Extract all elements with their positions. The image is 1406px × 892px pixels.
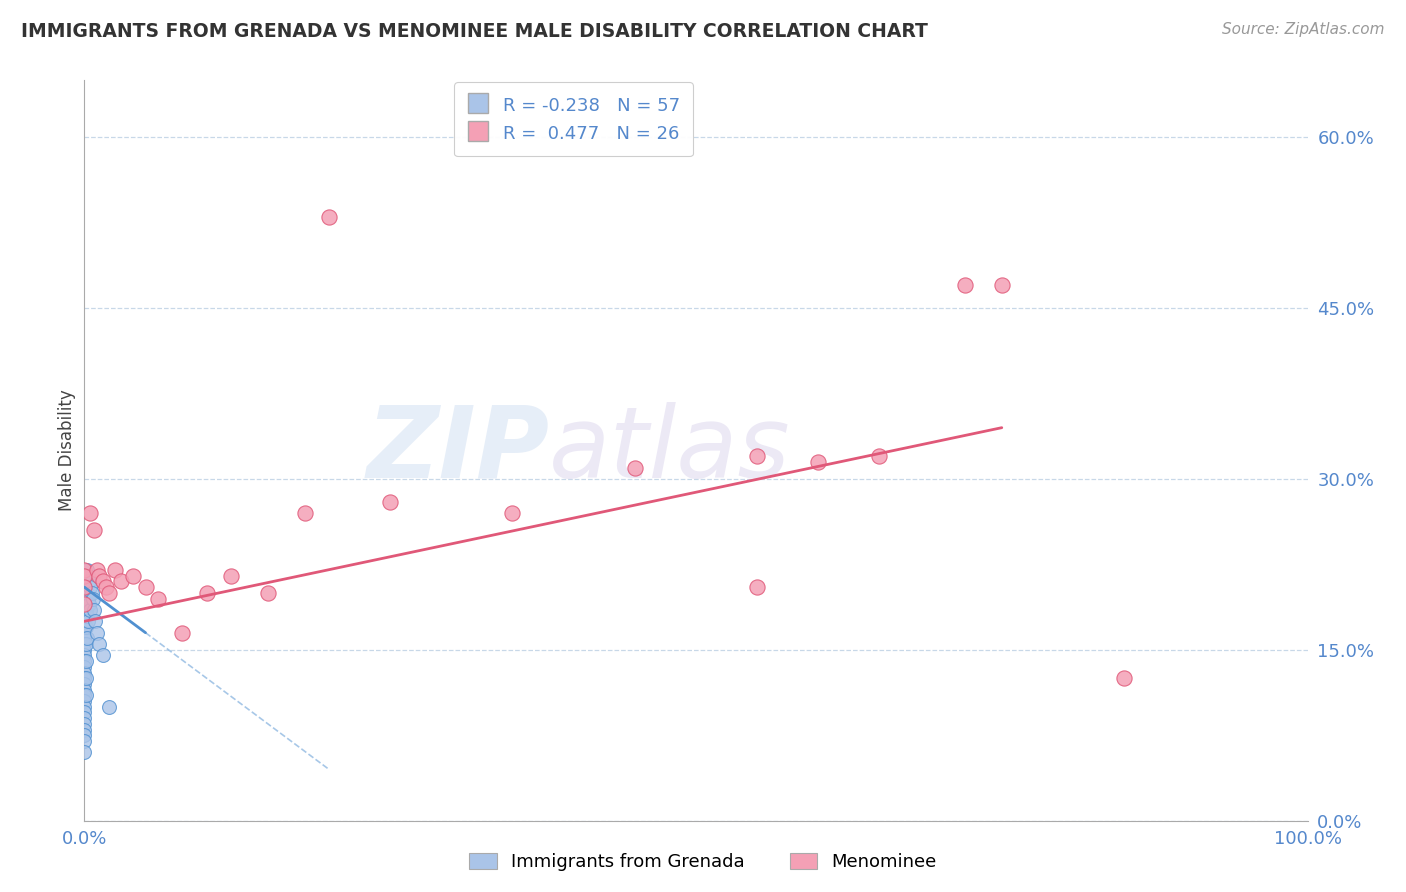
- Legend: Immigrants from Grenada, Menominee: Immigrants from Grenada, Menominee: [463, 846, 943, 879]
- Point: [91, 574, 114, 589]
- Point: [73, 591, 96, 606]
- Point: [75, 637, 97, 651]
- Point: [747, 580, 769, 594]
- Point: [73, 699, 96, 714]
- Point: [146, 591, 169, 606]
- Point: [73, 711, 96, 725]
- Point: [73, 574, 96, 589]
- Point: [219, 568, 242, 582]
- Point: [172, 625, 194, 640]
- Point: [73, 716, 96, 731]
- Point: [91, 648, 114, 663]
- Point: [77, 574, 100, 589]
- Point: [257, 586, 280, 600]
- Point: [73, 694, 96, 708]
- Text: Source: ZipAtlas.com: Source: ZipAtlas.com: [1222, 22, 1385, 37]
- Point: [73, 563, 96, 577]
- Point: [97, 586, 120, 600]
- Point: [73, 689, 96, 703]
- Point: [75, 689, 97, 703]
- Point: [75, 603, 97, 617]
- Point: [75, 654, 97, 668]
- Point: [76, 632, 98, 646]
- Point: [77, 568, 100, 582]
- Point: [122, 568, 145, 582]
- Point: [73, 597, 96, 611]
- Point: [73, 677, 96, 691]
- Point: [294, 506, 316, 520]
- Point: [73, 706, 96, 720]
- Point: [82, 591, 104, 606]
- Point: [87, 637, 110, 651]
- Point: [73, 660, 96, 674]
- Point: [73, 648, 96, 663]
- Point: [76, 563, 98, 577]
- Point: [104, 563, 127, 577]
- Point: [73, 642, 96, 657]
- Point: [953, 278, 976, 293]
- Point: [73, 682, 96, 697]
- Text: atlas: atlas: [550, 402, 790, 499]
- Point: [991, 278, 1014, 293]
- Text: ZIP: ZIP: [366, 402, 550, 499]
- Point: [79, 603, 101, 617]
- Y-axis label: Male Disability: Male Disability: [58, 390, 76, 511]
- Point: [76, 586, 98, 600]
- Point: [73, 620, 96, 634]
- Point: [73, 586, 96, 600]
- Point: [73, 580, 96, 594]
- Point: [73, 580, 96, 594]
- Point: [73, 608, 96, 623]
- Point: [73, 632, 96, 646]
- Point: [76, 608, 98, 623]
- Point: [135, 580, 157, 594]
- Text: IMMIGRANTS FROM GRENADA VS MENOMINEE MALE DISABILITY CORRELATION CHART: IMMIGRANTS FROM GRENADA VS MENOMINEE MAL…: [21, 22, 928, 41]
- Point: [80, 586, 103, 600]
- Point: [73, 597, 96, 611]
- Point: [73, 734, 96, 748]
- Point: [79, 506, 101, 520]
- Legend: R = -0.238   N = 57, R =  0.477   N = 26: R = -0.238 N = 57, R = 0.477 N = 26: [454, 82, 693, 156]
- Point: [73, 728, 96, 742]
- Point: [97, 699, 120, 714]
- Point: [73, 615, 96, 629]
- Point: [86, 563, 108, 577]
- Point: [110, 574, 132, 589]
- Point: [77, 615, 100, 629]
- Point: [96, 580, 118, 594]
- Point: [87, 568, 110, 582]
- Point: [77, 591, 100, 606]
- Point: [73, 603, 96, 617]
- Point: [869, 449, 891, 463]
- Point: [318, 210, 340, 224]
- Point: [83, 603, 105, 617]
- Point: [75, 568, 97, 582]
- Point: [1114, 671, 1136, 685]
- Point: [502, 506, 524, 520]
- Point: [73, 723, 96, 737]
- Point: [73, 665, 96, 680]
- Point: [73, 568, 96, 582]
- Point: [807, 455, 830, 469]
- Point: [73, 654, 96, 668]
- Point: [84, 615, 107, 629]
- Point: [73, 671, 96, 685]
- Point: [86, 625, 108, 640]
- Point: [79, 580, 101, 594]
- Point: [380, 494, 402, 508]
- Point: [624, 460, 647, 475]
- Point: [195, 586, 218, 600]
- Point: [73, 637, 96, 651]
- Point: [83, 523, 105, 537]
- Point: [77, 597, 100, 611]
- Point: [73, 625, 96, 640]
- Point: [75, 620, 97, 634]
- Point: [73, 745, 96, 759]
- Point: [747, 449, 769, 463]
- Point: [75, 586, 97, 600]
- Point: [75, 671, 97, 685]
